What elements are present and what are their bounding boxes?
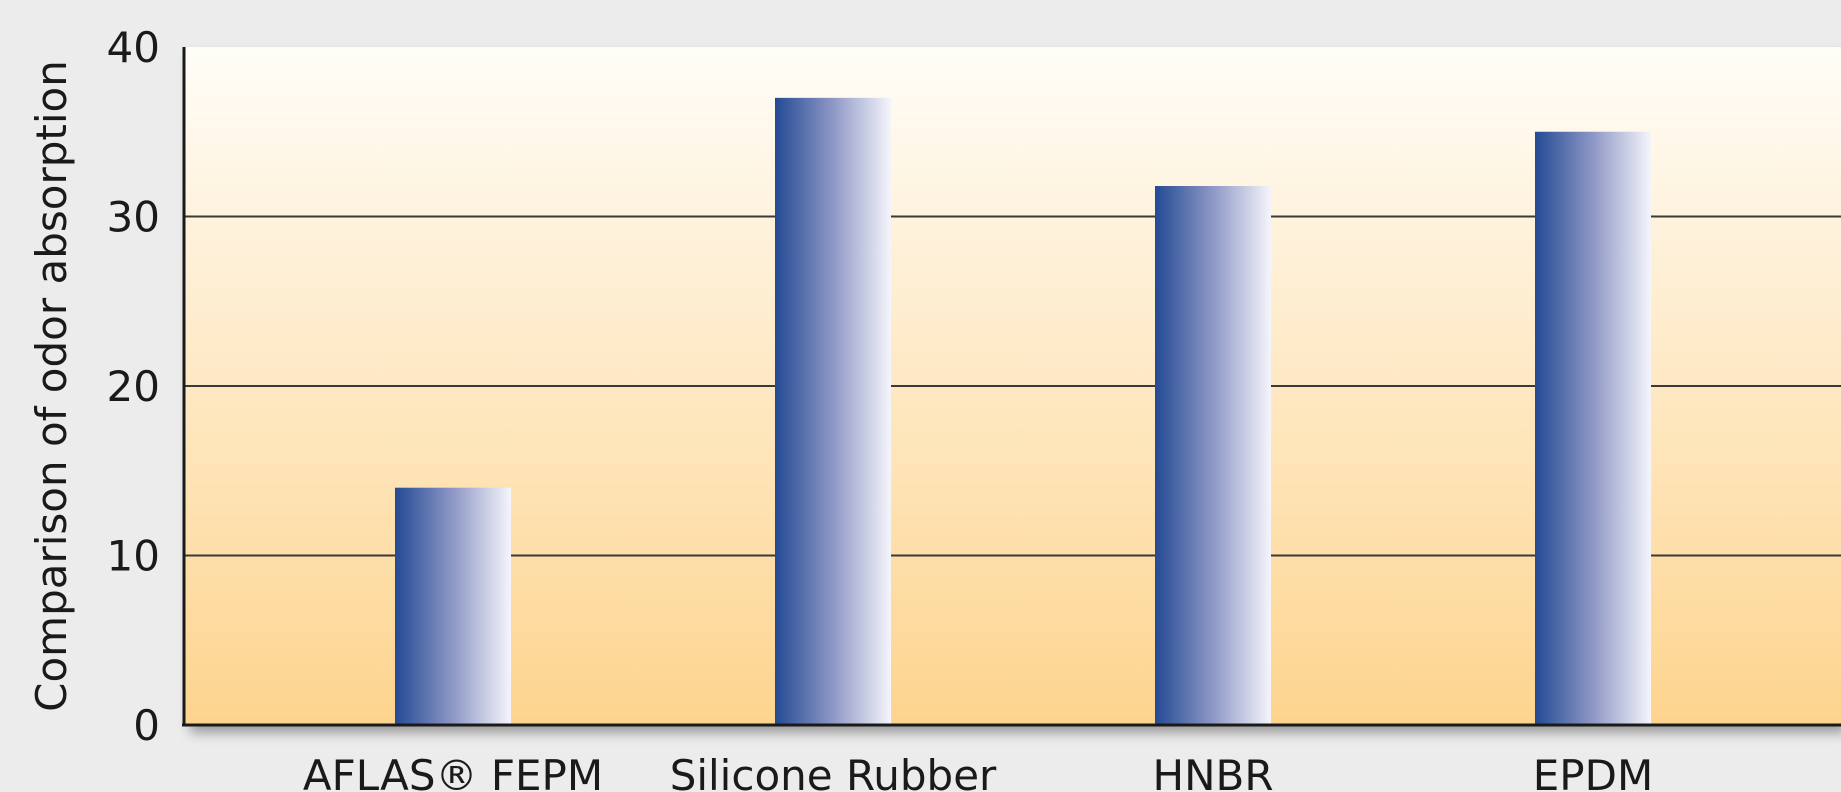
bar-0 — [395, 487, 511, 725]
x-category-label-1: Silicone Rubber — [670, 751, 997, 792]
y-tick-label-0: 0 — [133, 701, 160, 750]
bar-2 — [1155, 185, 1271, 726]
bar-1 — [775, 97, 891, 726]
y-tick-label-10: 10 — [107, 532, 160, 581]
x-category-label-3: EPDM — [1533, 751, 1653, 792]
bars — [395, 97, 1651, 726]
y-tick-label-40: 40 — [107, 23, 160, 72]
x-category-label-2: HNBR — [1153, 751, 1274, 792]
x-category-label-0: AFLAS® FEPM — [303, 751, 603, 792]
x-category-labels: AFLAS® FEPM Silicone Rubber HNBR EPDM — [303, 751, 1653, 792]
y-tick-label-30: 30 — [107, 193, 160, 242]
y-tick-label-20: 20 — [107, 362, 160, 411]
y-tick-labels: 0 10 20 30 40 — [107, 23, 160, 750]
bar-3 — [1535, 131, 1651, 725]
y-axis-label: Comparison of odor absorption — [27, 60, 76, 712]
